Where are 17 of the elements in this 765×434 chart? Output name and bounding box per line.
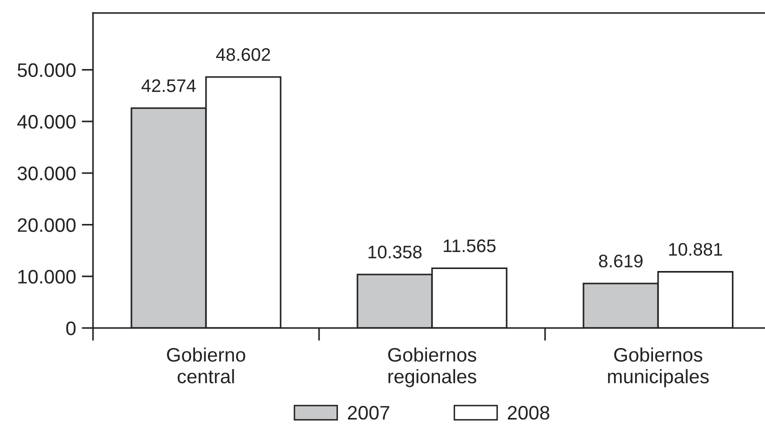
x-tick-label: Gobiernos regionales [388, 347, 476, 388]
y-tick-label: 20.000 [18, 218, 76, 232]
data-label: 48.602 [216, 48, 270, 61]
y-tick-label: 50.000 [18, 63, 76, 78]
y-tick-label: 0 [66, 321, 76, 336]
data-label: 10.358 [368, 246, 422, 258]
x-tick-label: Gobiernos municipales [608, 347, 709, 388]
data-label: 10.881 [669, 242, 722, 256]
legend-label: 2007 [348, 406, 390, 420]
y-tick-label: 30.000 [18, 166, 76, 180]
x-tick-label: Gobierno central [167, 347, 246, 384]
legend-label: 2008 [508, 406, 550, 420]
data-label: 42.574 [142, 79, 196, 92]
y-tick-label: 10.000 [18, 270, 76, 284]
data-label: 8.619 [598, 254, 643, 268]
data-label: 11.565 [444, 239, 496, 252]
y-tick-label: 40.000 [17, 114, 76, 129]
